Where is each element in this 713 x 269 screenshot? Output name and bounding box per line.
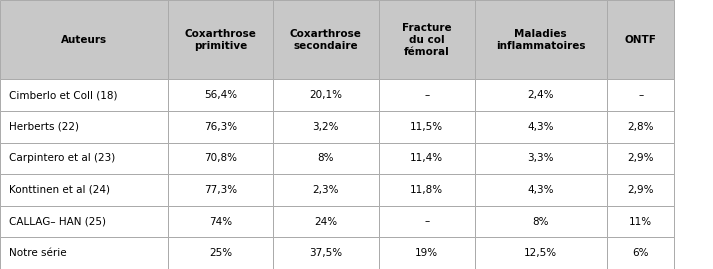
Text: 2,9%: 2,9%: [627, 185, 654, 195]
Bar: [0, 143, 168, 174]
Bar: [0, 174, 168, 206]
Bar: [0, 206, 168, 237]
Bar: [379, 206, 475, 237]
Text: –: –: [424, 90, 429, 100]
Bar: [273, 79, 379, 111]
Bar: [273, 143, 379, 174]
Bar: [0, 79, 168, 111]
Bar: [607, 0, 674, 79]
Text: Konttinen et al (24): Konttinen et al (24): [9, 185, 111, 195]
Text: 2,8%: 2,8%: [627, 122, 654, 132]
Text: 19%: 19%: [415, 248, 438, 258]
Text: 37,5%: 37,5%: [309, 248, 342, 258]
Text: 77,3%: 77,3%: [204, 185, 237, 195]
Bar: [607, 111, 674, 143]
Bar: [0, 111, 168, 143]
Text: Fracture
du col
fémoral: Fracture du col fémoral: [402, 23, 451, 57]
Bar: [168, 111, 273, 143]
Bar: [0, 0, 168, 79]
Text: 11%: 11%: [629, 217, 652, 226]
Bar: [168, 174, 273, 206]
Bar: [379, 143, 475, 174]
Text: 8%: 8%: [317, 153, 334, 163]
Text: 24%: 24%: [314, 217, 337, 226]
Bar: [475, 206, 607, 237]
Bar: [607, 174, 674, 206]
Bar: [607, 206, 674, 237]
Text: 2,9%: 2,9%: [627, 153, 654, 163]
Text: Maladies
inflammatoires: Maladies inflammatoires: [496, 29, 585, 51]
Text: Carpintero et al (23): Carpintero et al (23): [9, 153, 116, 163]
Bar: [168, 79, 273, 111]
Bar: [379, 174, 475, 206]
Bar: [273, 111, 379, 143]
Bar: [168, 206, 273, 237]
Bar: [607, 79, 674, 111]
Text: 56,4%: 56,4%: [204, 90, 237, 100]
Text: 76,3%: 76,3%: [204, 122, 237, 132]
Text: 11,8%: 11,8%: [410, 185, 443, 195]
Text: Coxarthrose
secondaire: Coxarthrose secondaire: [290, 29, 361, 51]
Text: 11,4%: 11,4%: [410, 153, 443, 163]
Text: 12,5%: 12,5%: [524, 248, 558, 258]
Bar: [273, 237, 379, 269]
Text: 2,3%: 2,3%: [312, 185, 339, 195]
Bar: [273, 174, 379, 206]
Bar: [607, 237, 674, 269]
Bar: [379, 111, 475, 143]
Text: 4,3%: 4,3%: [528, 185, 554, 195]
Text: –: –: [424, 217, 429, 226]
Text: 3,2%: 3,2%: [312, 122, 339, 132]
Text: 25%: 25%: [209, 248, 232, 258]
Bar: [475, 0, 607, 79]
Text: Cimberlo et Coll (18): Cimberlo et Coll (18): [9, 90, 118, 100]
Text: 8%: 8%: [533, 217, 549, 226]
Bar: [168, 0, 273, 79]
Bar: [475, 143, 607, 174]
Bar: [273, 0, 379, 79]
Bar: [379, 0, 475, 79]
Bar: [475, 79, 607, 111]
Text: 2,4%: 2,4%: [528, 90, 554, 100]
Bar: [168, 143, 273, 174]
Text: 11,5%: 11,5%: [410, 122, 443, 132]
Text: Herberts (22): Herberts (22): [9, 122, 79, 132]
Bar: [379, 237, 475, 269]
Text: 70,8%: 70,8%: [204, 153, 237, 163]
Text: 74%: 74%: [209, 217, 232, 226]
Bar: [475, 237, 607, 269]
Bar: [607, 143, 674, 174]
Bar: [475, 111, 607, 143]
Text: Auteurs: Auteurs: [61, 35, 107, 45]
Text: 20,1%: 20,1%: [309, 90, 342, 100]
Text: 6%: 6%: [632, 248, 649, 258]
Bar: [0, 237, 168, 269]
Bar: [168, 237, 273, 269]
Bar: [273, 206, 379, 237]
Text: 4,3%: 4,3%: [528, 122, 554, 132]
Text: Coxarthrose
primitive: Coxarthrose primitive: [185, 29, 256, 51]
Bar: [379, 79, 475, 111]
Text: CALLAG– HAN (25): CALLAG– HAN (25): [9, 217, 106, 226]
Bar: [475, 174, 607, 206]
Text: ONTF: ONTF: [625, 35, 657, 45]
Text: 3,3%: 3,3%: [528, 153, 554, 163]
Text: –: –: [638, 90, 643, 100]
Text: Notre série: Notre série: [9, 248, 67, 258]
